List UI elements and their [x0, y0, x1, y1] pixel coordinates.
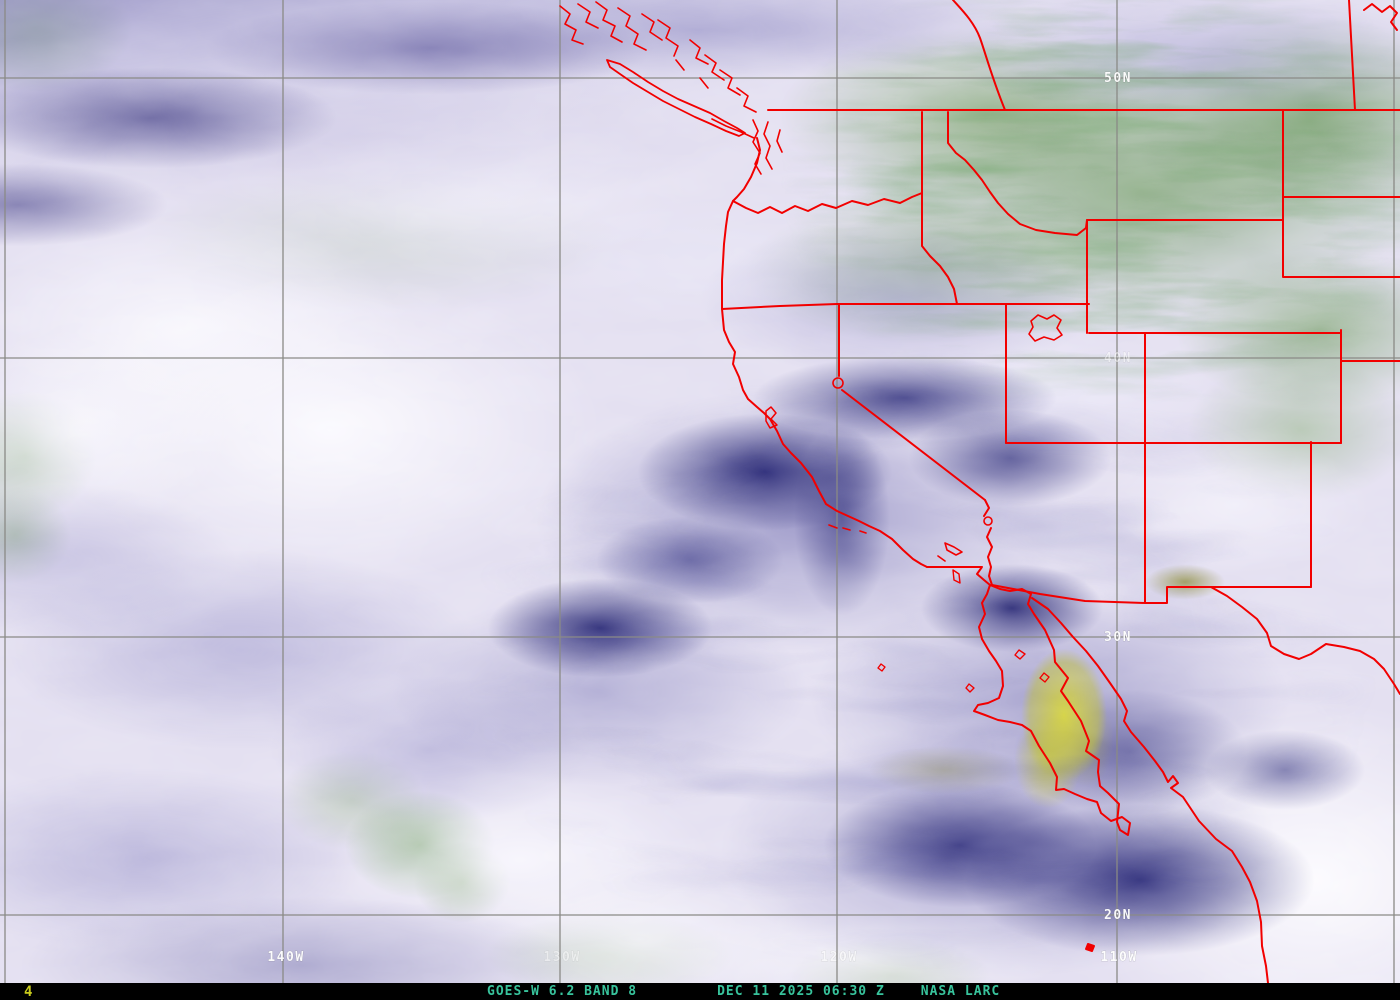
caption-datetime: DEC 11 2025 06:30 Z: [717, 984, 885, 999]
colorado-river-nv-az: [983, 499, 993, 586]
montana-east-borders: [1282, 109, 1400, 278]
guadalupe-island: [877, 663, 886, 672]
wyoming-borders: [1086, 219, 1342, 334]
columbia-river-border: [732, 192, 923, 214]
baja-california-peninsula: [973, 584, 1131, 836]
frame-marker: 4: [24, 984, 33, 1000]
or-id-snake-border: [921, 192, 958, 305]
id-mt-divide: [947, 111, 1088, 236]
bc-fjord-coast: [559, 1, 757, 113]
caption-credit: NASA LARC: [920, 984, 1001, 999]
salton-sea: [952, 569, 961, 584]
label-30n: 30N: [1104, 630, 1132, 645]
cedros-island: [965, 683, 975, 693]
border-42n: [721, 303, 1090, 310]
caption-bar: 4 GOES-W 6.2 BAND 8 DEC 11 2025 06:30 Z …: [0, 983, 1400, 1000]
gulf-islands: [1014, 649, 1050, 683]
canada-river-squiggle: [1363, 3, 1398, 31]
puget-sound: [711, 118, 783, 175]
rio-grande: [1210, 586, 1400, 695]
label-130w: 130W: [543, 950, 580, 965]
west-coastline: [721, 137, 928, 568]
lake-tahoe: [832, 377, 844, 389]
us-mexico-border: [926, 566, 1312, 604]
label-50n: 50N: [1104, 71, 1132, 86]
label-110w: 110W: [1100, 950, 1137, 965]
colorado-east-border: [1340, 329, 1400, 444]
san-francisco-bay: [765, 406, 778, 429]
vancouver-island: [606, 59, 746, 137]
political-boundaries: [559, 0, 1400, 1000]
caption-text: GOES-W 6.2 BAND 8 DEC 11 2025 06:30 Z NA…: [487, 984, 1000, 999]
label-140w: 140W: [267, 950, 304, 965]
grid-labels: 50N 40N 30N 20N 140W 130W 120W 110W: [267, 71, 1137, 966]
caption-instrument: GOES-W 6.2 BAND 8: [487, 984, 638, 999]
yellowstone-boundary: [1028, 314, 1063, 342]
islas-marias: [1085, 943, 1095, 952]
alberta-sask-border: [1348, 0, 1356, 111]
mexico-mainland-coast: [1031, 597, 1271, 1000]
label-120w: 120W: [820, 950, 857, 965]
label-40n: 40N: [1104, 351, 1132, 366]
ca-nv-border: [838, 303, 986, 501]
label-20n: 20N: [1104, 908, 1132, 923]
channel-islands: [828, 524, 963, 562]
bc-alberta-divide: [952, 0, 1006, 111]
lake-mead: [983, 516, 993, 526]
